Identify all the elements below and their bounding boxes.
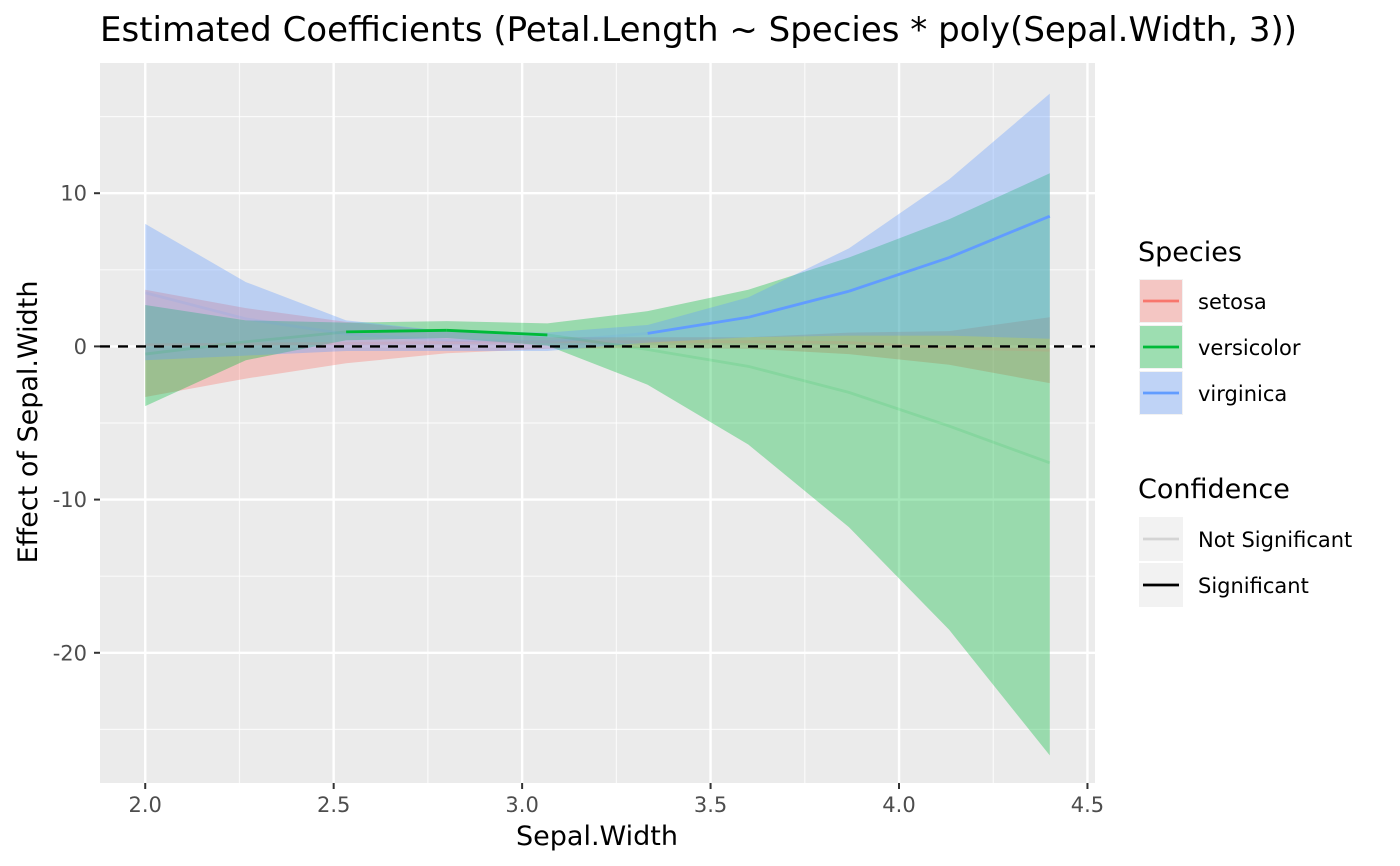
line-segment-virginica bbox=[144, 291, 247, 321]
legend-species-title: Species bbox=[1138, 237, 1242, 268]
line-segment-setosa bbox=[748, 340, 849, 344]
line-segment-setosa bbox=[949, 346, 1050, 352]
y-axis-title: Effect of Sepal.Width bbox=[13, 281, 44, 564]
x-axis: 2.0 2.5 3.0 3.5 4.0 4.5 bbox=[129, 783, 1104, 817]
line-segment-setosa bbox=[145, 342, 246, 347]
minor-gridlines bbox=[100, 63, 1095, 783]
legend: Species setosa versicolor virginica Confid… bbox=[1138, 237, 1352, 607]
y-tick-label: -20 bbox=[53, 641, 87, 665]
line-segment-versicolor bbox=[848, 391, 950, 428]
ribbon-virginica bbox=[145, 93, 1050, 361]
legend-label-setosa: setosa bbox=[1198, 290, 1267, 314]
line-segment-versicolor bbox=[647, 348, 749, 368]
line-segment-setosa bbox=[346, 341, 447, 345]
line-segment-virginica bbox=[446, 338, 548, 344]
line-segment-versicolor bbox=[245, 330, 347, 344]
line-segment-virginica bbox=[848, 256, 950, 293]
confidence-ribbons bbox=[145, 93, 1050, 756]
x-tick-label: 2.0 bbox=[129, 793, 162, 817]
legend-confidence-items: Not Significant Significant bbox=[1139, 517, 1352, 607]
legend-label-significant: Significant bbox=[1198, 574, 1309, 598]
line-segment-versicolor bbox=[446, 328, 548, 337]
line-segment-virginica bbox=[948, 214, 1051, 259]
line-segment-versicolor bbox=[948, 424, 1051, 465]
line-segment-versicolor bbox=[747, 364, 850, 394]
y-tick-label: 0 bbox=[74, 335, 87, 359]
line-segment-virginica bbox=[245, 317, 347, 336]
y-tick-label: 10 bbox=[60, 182, 87, 206]
x-tick-label: 3.5 bbox=[694, 793, 727, 817]
x-tick-label: 4.5 bbox=[1071, 793, 1104, 817]
line-segment-virginica bbox=[747, 289, 850, 319]
line-segment-setosa bbox=[446, 340, 548, 344]
y-axis: 10 0 -10 -20 bbox=[53, 182, 100, 665]
line-segment-versicolor bbox=[145, 340, 247, 356]
line-segment-virginica bbox=[647, 315, 749, 335]
x-tick-label: 3.0 bbox=[505, 793, 538, 817]
ribbon-setosa bbox=[145, 289, 1050, 397]
legend-species-items: setosa versicolor virginica bbox=[1139, 279, 1301, 415]
x-axis-title: Sepal.Width bbox=[516, 821, 678, 852]
line-segment-setosa bbox=[245, 341, 347, 346]
legend-label-not-significant: Not Significant bbox=[1198, 528, 1352, 552]
x-tick-label: 2.5 bbox=[317, 793, 350, 817]
x-tick-label: 4.0 bbox=[882, 793, 915, 817]
line-segment-virginica bbox=[346, 332, 447, 342]
y-tick-label: -10 bbox=[53, 488, 87, 512]
legend-confidence-title: Confidence bbox=[1138, 474, 1290, 505]
ribbon-versicolor bbox=[145, 173, 1050, 756]
legend-label-virginica: virginica bbox=[1198, 382, 1287, 406]
chart-title: Estimated Coefficients (Petal.Length ~ S… bbox=[100, 10, 1297, 50]
legend-label-versicolor: versicolor bbox=[1198, 336, 1301, 360]
line-segment-versicolor bbox=[346, 328, 447, 334]
line-segment-virginica bbox=[547, 331, 648, 344]
